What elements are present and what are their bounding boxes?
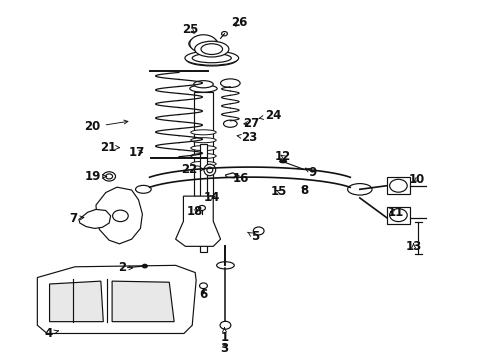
Ellipse shape xyxy=(143,264,147,268)
Ellipse shape xyxy=(193,55,230,64)
Polygon shape xyxy=(49,281,103,321)
Text: 15: 15 xyxy=(271,185,288,198)
Ellipse shape xyxy=(189,37,218,51)
Text: 7: 7 xyxy=(69,212,84,225)
Ellipse shape xyxy=(113,210,128,222)
Text: 20: 20 xyxy=(84,120,128,134)
Bar xyxy=(194,92,213,196)
Text: 17: 17 xyxy=(128,145,145,158)
Ellipse shape xyxy=(106,174,113,179)
Polygon shape xyxy=(175,196,220,246)
Text: 21: 21 xyxy=(100,140,120,153)
Ellipse shape xyxy=(194,81,213,88)
Ellipse shape xyxy=(190,35,217,53)
Ellipse shape xyxy=(207,167,213,173)
Ellipse shape xyxy=(192,53,231,63)
Ellipse shape xyxy=(185,51,239,65)
Ellipse shape xyxy=(103,172,116,181)
Polygon shape xyxy=(96,187,143,244)
Text: 10: 10 xyxy=(409,173,425,186)
Text: 16: 16 xyxy=(233,172,249,185)
Text: 9: 9 xyxy=(305,166,317,179)
Text: 11: 11 xyxy=(388,207,404,220)
Text: 4: 4 xyxy=(45,327,58,340)
Ellipse shape xyxy=(347,184,372,195)
Text: 19: 19 xyxy=(84,170,106,183)
Text: 6: 6 xyxy=(199,288,208,301)
Ellipse shape xyxy=(220,79,240,87)
Text: 14: 14 xyxy=(203,191,220,204)
Bar xyxy=(387,207,410,224)
Ellipse shape xyxy=(221,32,227,36)
Text: 18: 18 xyxy=(187,205,203,218)
Ellipse shape xyxy=(136,185,151,193)
Text: 27: 27 xyxy=(243,117,259,130)
Polygon shape xyxy=(37,265,196,333)
Ellipse shape xyxy=(191,130,216,135)
Ellipse shape xyxy=(195,41,229,57)
Text: 5: 5 xyxy=(248,230,259,243)
Ellipse shape xyxy=(190,85,217,92)
Text: 25: 25 xyxy=(182,23,198,36)
Text: 23: 23 xyxy=(237,131,257,144)
Ellipse shape xyxy=(199,283,207,289)
Ellipse shape xyxy=(191,161,216,166)
Polygon shape xyxy=(112,281,174,321)
Text: 12: 12 xyxy=(275,150,291,163)
Ellipse shape xyxy=(280,160,287,163)
Ellipse shape xyxy=(194,40,213,48)
Ellipse shape xyxy=(223,120,237,127)
Text: 3: 3 xyxy=(220,342,228,355)
Ellipse shape xyxy=(217,262,234,269)
Ellipse shape xyxy=(191,153,216,158)
Ellipse shape xyxy=(191,145,216,150)
Text: 1: 1 xyxy=(220,328,228,343)
Polygon shape xyxy=(79,210,111,228)
Ellipse shape xyxy=(390,179,407,192)
Bar xyxy=(387,177,410,194)
Ellipse shape xyxy=(201,44,222,54)
Ellipse shape xyxy=(390,209,407,222)
Bar xyxy=(199,144,207,252)
Ellipse shape xyxy=(191,138,216,143)
Text: 8: 8 xyxy=(300,184,309,197)
Ellipse shape xyxy=(204,164,216,176)
Text: 22: 22 xyxy=(181,163,204,176)
Ellipse shape xyxy=(220,321,231,329)
Text: 13: 13 xyxy=(405,240,422,253)
Text: 26: 26 xyxy=(231,17,247,30)
Text: 2: 2 xyxy=(118,261,133,274)
Ellipse shape xyxy=(253,227,264,235)
Ellipse shape xyxy=(198,206,205,211)
Ellipse shape xyxy=(186,53,237,66)
Text: 24: 24 xyxy=(259,109,282,122)
Polygon shape xyxy=(225,173,236,178)
